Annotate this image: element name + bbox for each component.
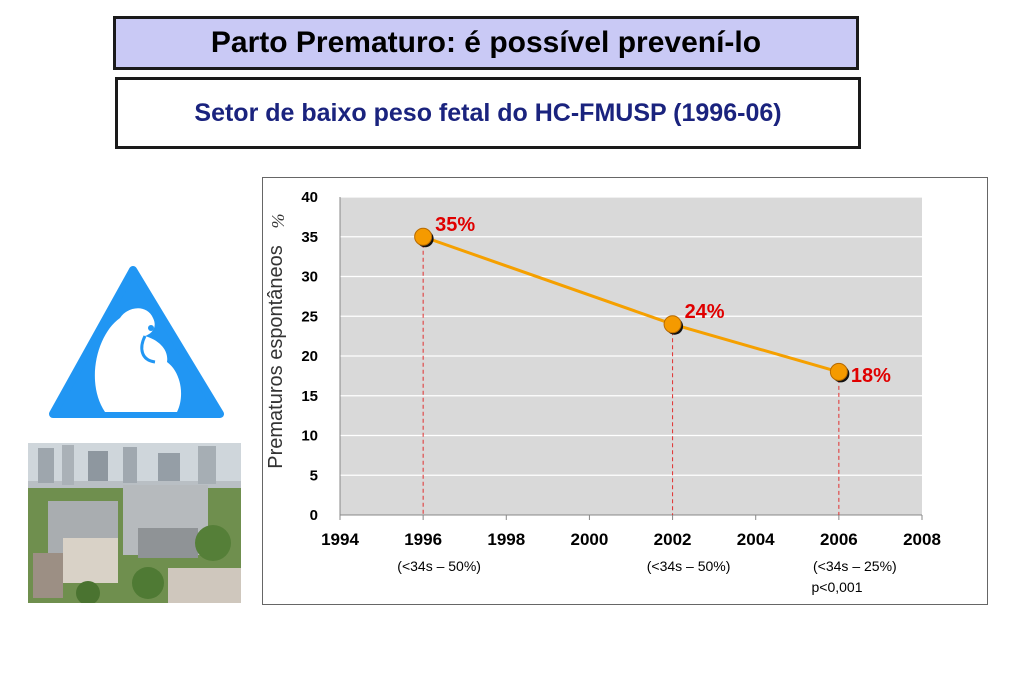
- point-note: (<34s – 25%): [813, 558, 897, 574]
- data-label: 18%: [851, 365, 891, 387]
- tick-labels: 0 5 10 15 20 25 30 35 40 1994 1996 1998 2000 2002 2004…: [301, 189, 941, 549]
- axes: [339, 197, 923, 520]
- data-markers: [414, 227, 850, 383]
- y-tick-label: 40: [301, 189, 318, 206]
- y-tick-label: 0: [310, 507, 318, 524]
- y-tick-label: 15: [301, 388, 318, 405]
- point-note: (<34s – 50%): [397, 558, 481, 574]
- x-tick-label: 2002: [654, 530, 692, 549]
- x-tick-label: 1998: [487, 530, 525, 549]
- y-tick-label: 25: [301, 308, 318, 325]
- subtitle-banner: Setor de baixo peso fetal do HC-FMUSP (1…: [115, 77, 861, 149]
- data-point: [829, 362, 848, 381]
- gridlines: [340, 196, 922, 476]
- y-tick-label: 20: [301, 348, 318, 365]
- x-tick-label: 1994: [321, 530, 359, 549]
- x-tick-label: 2008: [903, 530, 941, 549]
- x-tick-label: 1996: [404, 530, 442, 549]
- data-labels: 35% 24% 18%: [435, 214, 891, 387]
- p-value-annotation: p<0,001: [812, 579, 863, 595]
- y-tick-label: 10: [301, 428, 318, 445]
- data-label: 35%: [435, 214, 475, 236]
- y-tick-label: 35: [301, 229, 318, 246]
- y-axis-unit: %: [268, 214, 288, 229]
- point-note: (<34s – 50%): [647, 558, 731, 574]
- point-notes: (<34s – 50%) (<34s – 50%) (<34s – 25%): [397, 558, 896, 574]
- line-chart: 0 5 10 15 20 25 30 35 40 1994 1996 1998 2000 2002 2004…: [265, 189, 941, 595]
- page-subtitle: Setor de baixo peso fetal do HC-FMUSP (1…: [194, 98, 782, 127]
- x-tick-label: 2004: [737, 530, 775, 549]
- x-tick-label: 2006: [820, 530, 858, 549]
- data-point: [663, 315, 682, 334]
- data-label: 24%: [685, 301, 725, 323]
- page-title: Parto Prematuro: é possível prevení-lo: [210, 26, 762, 59]
- title-banner: Parto Prematuro: é possível prevení-lo: [113, 16, 859, 70]
- maternity-logo-icon: [49, 266, 224, 418]
- drop-lines: [422, 236, 840, 515]
- y-axis-label: Prematuros espontâneos: [265, 245, 287, 468]
- hospital-photo: [28, 443, 241, 603]
- data-point: [414, 227, 433, 246]
- x-tick-label: 2000: [571, 530, 609, 549]
- y-tick-label: 30: [301, 269, 318, 286]
- y-tick-label: 5: [310, 467, 318, 484]
